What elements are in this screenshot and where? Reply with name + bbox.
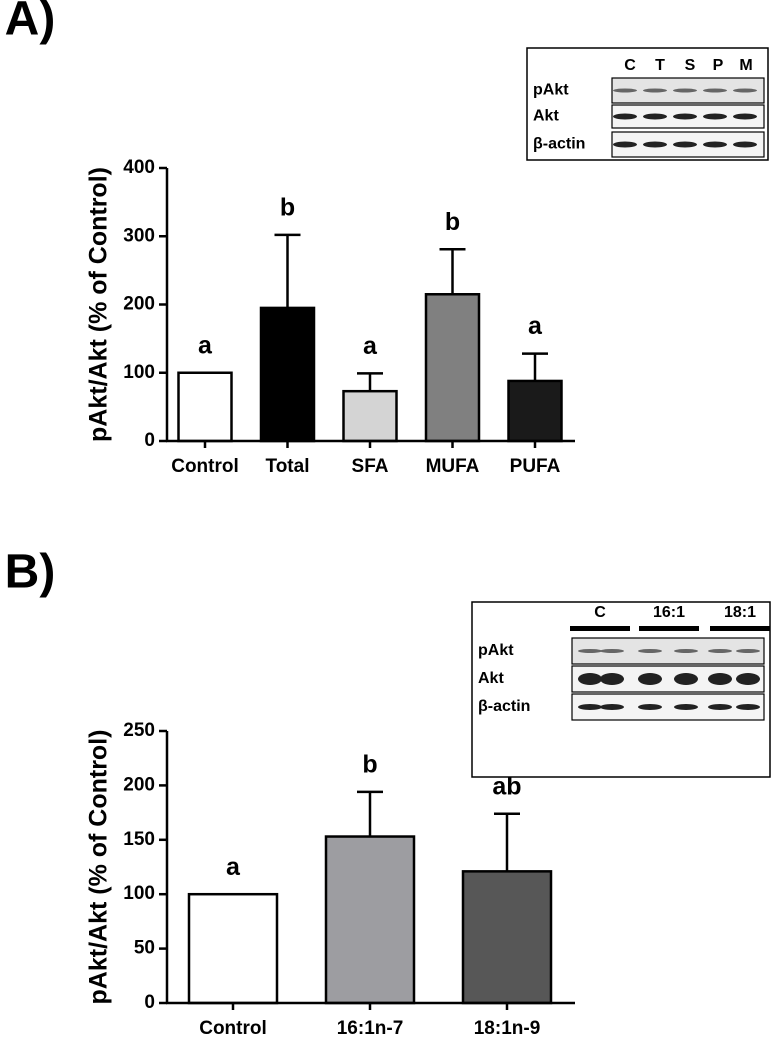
- blot-band: [703, 113, 727, 120]
- blot-band: [643, 141, 667, 148]
- bar: [324, 835, 416, 1005]
- blot-band: [733, 113, 757, 120]
- bar: [259, 306, 316, 443]
- blot-lane-label: C: [594, 604, 606, 621]
- blot-band: [674, 704, 698, 710]
- significance-letter: a: [226, 853, 241, 881]
- blot-band: [703, 88, 727, 93]
- y-tick-label: 50: [134, 938, 155, 959]
- significance-letter: a: [528, 312, 543, 340]
- blot-band: [638, 704, 662, 710]
- blot-row-label: pAkt: [533, 82, 569, 99]
- y-tick-label: 0: [144, 992, 155, 1013]
- significance-letter: a: [363, 332, 378, 360]
- y-tick-label: 200: [123, 294, 155, 315]
- blot-band: [703, 141, 727, 148]
- blot-band: [578, 649, 602, 653]
- y-tick-label: 250: [123, 720, 155, 741]
- y-tick-label: 100: [123, 883, 155, 904]
- blot-band: [733, 88, 757, 93]
- blot-band: [600, 673, 624, 685]
- bar: [461, 870, 553, 1005]
- blot-band: [673, 113, 697, 120]
- panel-label: A): [5, 0, 56, 46]
- blot-lane-label: 16:1: [653, 604, 685, 621]
- y-tick-label: 300: [123, 225, 155, 246]
- y-tick-label: 400: [123, 157, 155, 178]
- blot-band: [578, 704, 602, 710]
- significance-letter: b: [445, 208, 460, 236]
- blot-lane-label: 18:1: [724, 604, 756, 621]
- blot-band: [708, 649, 732, 653]
- x-tick-label: Total: [266, 456, 310, 477]
- blot-lane-label: M: [739, 57, 752, 74]
- blot-band: [578, 673, 602, 685]
- blot-band: [674, 673, 698, 685]
- blot-band: [613, 141, 637, 148]
- significance-letter: b: [280, 193, 295, 221]
- y-tick-label: 100: [123, 362, 155, 383]
- x-tick-label: Control: [199, 1018, 267, 1039]
- blot-band: [673, 141, 697, 148]
- blot-row-label: Akt: [533, 108, 559, 125]
- blot-group-bar: [570, 626, 630, 631]
- y-axis-label: pAkt/Akt (% of Control): [85, 167, 113, 442]
- significance-letter: b: [362, 751, 377, 779]
- blot-lane-label: T: [655, 57, 665, 74]
- y-axis-label: pAkt/Akt (% of Control): [85, 730, 113, 1005]
- blot-band: [708, 704, 732, 710]
- bar: [424, 293, 481, 443]
- blot-lane-label: S: [685, 57, 696, 74]
- blot-band: [708, 673, 732, 685]
- y-tick-label: 0: [144, 430, 155, 451]
- blot-band: [733, 141, 757, 148]
- x-tick-label: SFA: [352, 456, 389, 477]
- blot-lane-label: P: [713, 57, 724, 74]
- blot-band: [638, 649, 662, 653]
- blot-group-bar: [639, 626, 699, 631]
- blot-lane-label: C: [624, 57, 636, 74]
- x-tick-label: MUFA: [426, 456, 480, 477]
- y-tick-label: 150: [123, 829, 155, 850]
- blot-band: [600, 649, 624, 653]
- panel-label: B): [5, 546, 56, 599]
- blot-band: [613, 88, 637, 93]
- blot-band: [736, 704, 760, 710]
- blot-band: [643, 88, 667, 93]
- blot-band: [643, 113, 667, 120]
- blot-band: [638, 673, 662, 685]
- blot-group-bar: [710, 626, 770, 631]
- bar: [342, 389, 398, 443]
- bar: [177, 371, 233, 443]
- blot-band: [674, 649, 698, 653]
- blot-band: [736, 649, 760, 653]
- significance-letter: a: [198, 331, 213, 359]
- x-tick-label: 16:1n-7: [337, 1018, 404, 1039]
- blot-row-label: β-actin: [533, 136, 585, 153]
- blot-row-label: Akt: [478, 670, 504, 687]
- blot-row-label: β-actin: [478, 698, 530, 715]
- y-tick-label: 200: [123, 774, 155, 795]
- blot-row-label: pAkt: [478, 642, 514, 659]
- blot-band: [736, 673, 760, 685]
- x-tick-label: PUFA: [510, 456, 561, 477]
- x-tick-label: Control: [171, 456, 239, 477]
- bar: [187, 892, 279, 1005]
- x-tick-label: 18:1n-9: [474, 1018, 541, 1039]
- blot-band: [673, 88, 697, 93]
- blot-band: [600, 704, 624, 710]
- bar: [507, 379, 563, 443]
- blot-band: [613, 113, 637, 120]
